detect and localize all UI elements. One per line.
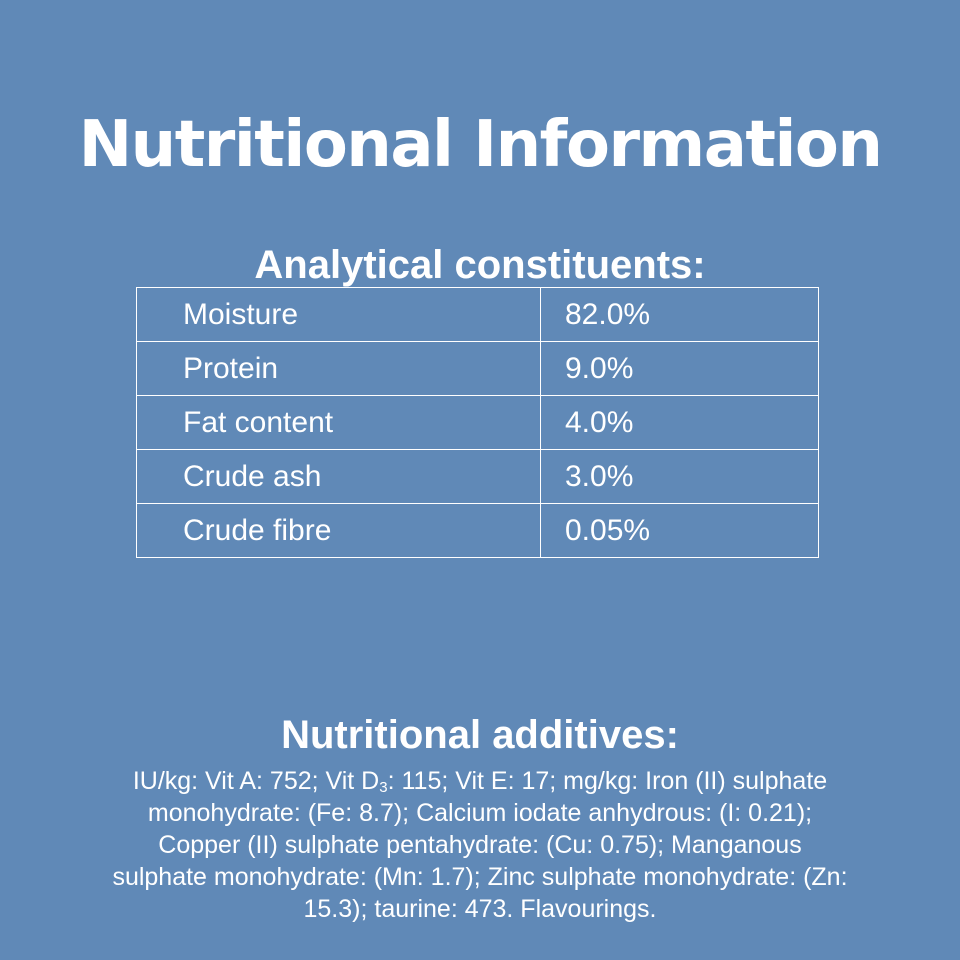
- table-row: Fat content 4.0%: [136, 395, 819, 450]
- constituent-value: 4.0%: [540, 395, 819, 450]
- analytical-constituents-table: Moisture 82.0% Protein 9.0% Fat content …: [136, 287, 819, 558]
- constituent-name: Moisture: [136, 287, 541, 342]
- constituent-value: 82.0%: [540, 287, 819, 342]
- constituent-value: 0.05%: [540, 503, 819, 558]
- constituent-name: Crude ash: [136, 449, 541, 504]
- additives-text-rest: : 115; Vit E: 17; mg/kg: Iron (II) sulph…: [112, 767, 848, 923]
- constituent-value: 3.0%: [540, 449, 819, 504]
- nutritional-additives-heading: Nutritional additives:: [281, 713, 679, 758]
- additives-text-start: IU/kg: Vit A: 752; Vit D: [132, 767, 380, 795]
- table-row: Crude ash 3.0%: [136, 449, 819, 504]
- nutritional-additives-text: IU/kg: Vit A: 752; Vit D3: 115; Vit E: 1…: [110, 765, 850, 925]
- constituent-name: Crude fibre: [136, 503, 541, 558]
- analytical-constituents-heading: Analytical constituents:: [254, 243, 706, 288]
- vitamin-d-subscript: 3: [379, 779, 388, 796]
- constituent-name: Protein: [136, 341, 541, 396]
- table-row: Moisture 82.0%: [136, 287, 819, 342]
- table-row: Crude fibre 0.05%: [136, 503, 819, 558]
- table-row: Protein 9.0%: [136, 341, 819, 396]
- page-title: Nutritional Information: [78, 107, 883, 182]
- constituent-name: Fat content: [136, 395, 541, 450]
- constituent-value: 9.0%: [540, 341, 819, 396]
